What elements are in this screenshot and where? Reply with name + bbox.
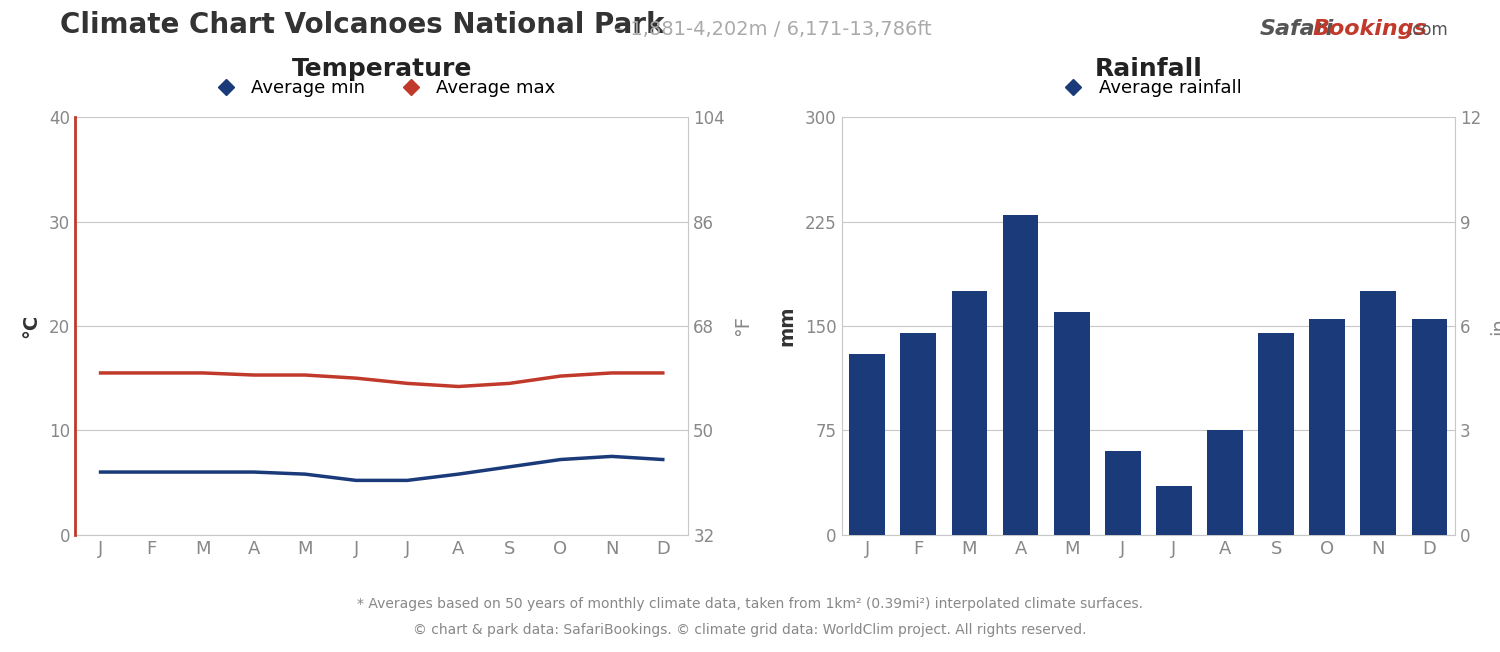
Title: Rainfall: Rainfall: [1095, 57, 1203, 81]
Text: * Averages based on 50 years of monthly climate data, taken from 1km² (0.39mi²) : * Averages based on 50 years of monthly …: [357, 597, 1143, 610]
Bar: [1360, 291, 1396, 535]
Legend: Average min, Average max: Average min, Average max: [201, 72, 562, 104]
Bar: [951, 291, 987, 535]
Legend: Average rainfall: Average rainfall: [1048, 72, 1248, 104]
Text: Climate Chart Volcanoes National Park: Climate Chart Volcanoes National Park: [60, 11, 664, 39]
Title: Temperature: Temperature: [291, 57, 472, 81]
Bar: [1208, 430, 1243, 535]
Y-axis label: mm: mm: [777, 306, 796, 346]
Bar: [900, 333, 936, 535]
Y-axis label: in: in: [1490, 317, 1500, 335]
Bar: [1412, 319, 1448, 535]
Bar: [1054, 312, 1089, 535]
Text: Safari: Safari: [1260, 19, 1335, 39]
Bar: [1106, 451, 1140, 535]
Bar: [1258, 333, 1294, 535]
Bar: [1310, 319, 1346, 535]
Text: – 1,881-4,202m / 6,171-13,786ft: – 1,881-4,202m / 6,171-13,786ft: [608, 20, 932, 39]
Text: .com: .com: [1407, 21, 1448, 39]
Y-axis label: °F: °F: [734, 316, 752, 336]
Bar: [849, 354, 885, 535]
Text: Bookings: Bookings: [1312, 19, 1428, 39]
Text: © chart & park data: SafariBookings. © climate grid data: WorldClim project. All: © chart & park data: SafariBookings. © c…: [413, 623, 1086, 636]
Bar: [1002, 215, 1038, 535]
Y-axis label: °C: °C: [21, 314, 40, 338]
Bar: [1156, 486, 1192, 535]
